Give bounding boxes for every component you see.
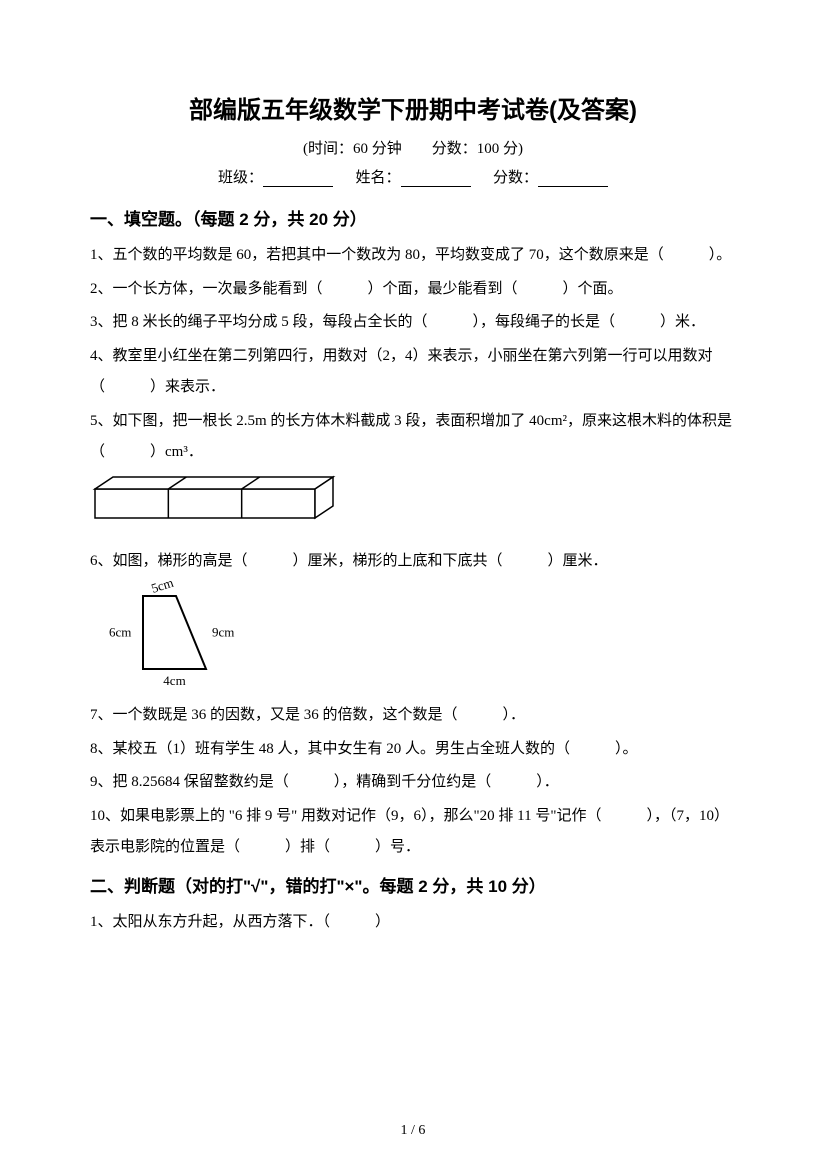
question-1-6: 6、如图，梯形的高是（ ）厘米，梯形的上底和下底共（ ）厘米． [90,546,736,578]
section-1-heading: 一、填空题。（每题 2 分，共 20 分） [90,205,736,230]
score-blank[interactable] [538,171,608,187]
page-number: 1 / 6 [0,1123,826,1139]
name-blank[interactable] [401,171,471,187]
svg-text:9cm: 9cm [212,625,234,640]
question-1-1: 1、五个数的平均数是 60，若把其中一个数改为 80，平均数变成了 70，这个数… [90,240,736,272]
question-1-2: 2、一个长方体，一次最多能看到（ ）个面，最少能看到（ ）个面。 [90,274,736,306]
question-1-3: 3、把 8 米长的绳子平均分成 5 段，每段占全长的（ ），每段绳子的长是（ ）… [90,307,736,339]
question-1-9: 9、把 8.25684 保留整数约是（ ），精确到千分位约是（ ）． [90,767,736,799]
trapezoid-figure: 5cm 6cm 9cm 4cm [98,581,736,696]
name-label: 姓名： [355,170,400,186]
svg-text:4cm: 4cm [163,673,185,688]
question-1-7: 7、一个数既是 36 的因数，又是 36 的倍数，这个数是（ ）． [90,700,736,732]
student-info-line: 班级： 姓名： 分数： [90,166,736,187]
question-1-5: 5、如下图，把一根长 2.5m 的长方体木料截成 3 段，表面积增加了 40cm… [90,406,736,469]
cuboid-figure [90,475,736,540]
exam-title: 部编版五年级数学下册期中考试卷(及答案) [90,90,736,125]
section-2-heading: 二、判断题（对的打"√"，错的打"×"。每题 2 分，共 10 分） [90,872,736,897]
svg-text:5cm: 5cm [149,581,175,596]
question-2-1: 1、太阳从东方升起，从西方落下．（ ） [90,907,736,939]
score-label: 分数： [493,170,538,186]
class-label: 班级： [218,170,263,186]
question-1-8: 8、某校五（1）班有学生 48 人，其中女生有 20 人。男生占全班人数的（ ）… [90,734,736,766]
svg-text:6cm: 6cm [109,625,131,640]
exam-meta: (时间：60 分钟 分数：100 分) [90,137,736,158]
class-blank[interactable] [263,171,333,187]
question-1-10: 10、如果电影票上的 "6 排 9 号" 用数对记作（9，6），那么"20 排 … [90,801,736,864]
question-1-4: 4、教室里小红坐在第二列第四行，用数对（2，4）来表示，小丽坐在第六列第一行可以… [90,341,736,404]
